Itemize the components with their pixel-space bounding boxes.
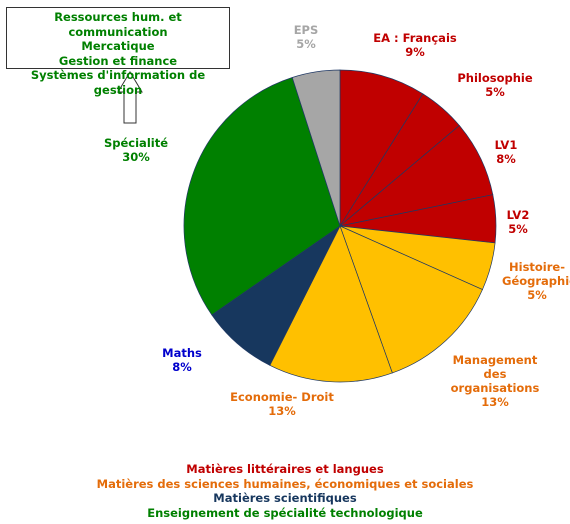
category-name: Spécialité [103,136,168,150]
category-name: LV2 [506,208,530,222]
specialty: Gestion et finance [58,53,178,68]
category-name: Philosophie [457,71,533,85]
slice-label: Maths 8% [152,346,212,374]
slice-label: Management des organisations 13% [440,353,550,409]
slice-label: Economie- Droit 13% [227,390,337,418]
value-label: 30% [122,150,150,164]
specialty: Ressources hum. et communication [54,10,182,39]
value-label: 5% [296,37,316,51]
legend-entry: Enseignement de spécialité technologique [147,505,423,520]
value-label: 8% [172,360,192,374]
pie-slice [183,77,341,316]
category-name: LV1 [494,138,518,152]
legend-entry: Matières des sciences humaines, économiq… [96,476,474,491]
pie-slice [269,225,393,383]
legend-entry: Matières scientifiques [213,491,357,505]
arrow [117,71,143,124]
category-name: Economie- Droit [230,390,334,404]
slice-label: Philosophie 5% [445,71,545,99]
value-label: 5% [485,85,505,99]
legend-entry: Matières littéraires et langues [186,462,384,476]
pie-slice [291,69,341,227]
slice-label: Histoire-Géographie 5% [502,260,570,302]
category-name: Maths [162,346,202,360]
specialty-box: Ressources hum. et communication Mercatiq… [6,7,230,97]
slice-label: Spécialité 30% [91,136,181,164]
specialty: Systèmes d'information de gestion [30,68,206,97]
category-name: EA : Français [373,31,457,45]
value-label: 5% [508,222,528,236]
category-name: EPS [293,23,319,37]
slice-label: EPS 5% [276,23,336,51]
slice-label: EA : Français 9% [365,31,465,59]
slice-label: LV2 5% [488,208,548,236]
pie-slice [339,225,483,374]
category-name: Histoire-Géographie [502,260,570,288]
slice-label: LV1 8% [476,138,536,166]
value-label: 8% [496,152,516,166]
pie-slice [339,69,424,228]
value-label: 13% [481,395,509,409]
category-name: Management des organisations [450,353,540,395]
value-label: 9% [405,45,425,59]
value-label: 13% [268,404,296,418]
legend: Matières littéraires et langues Matières … [0,462,570,520]
specialty: Mercatique [81,39,155,53]
value-label: 5% [527,288,547,302]
